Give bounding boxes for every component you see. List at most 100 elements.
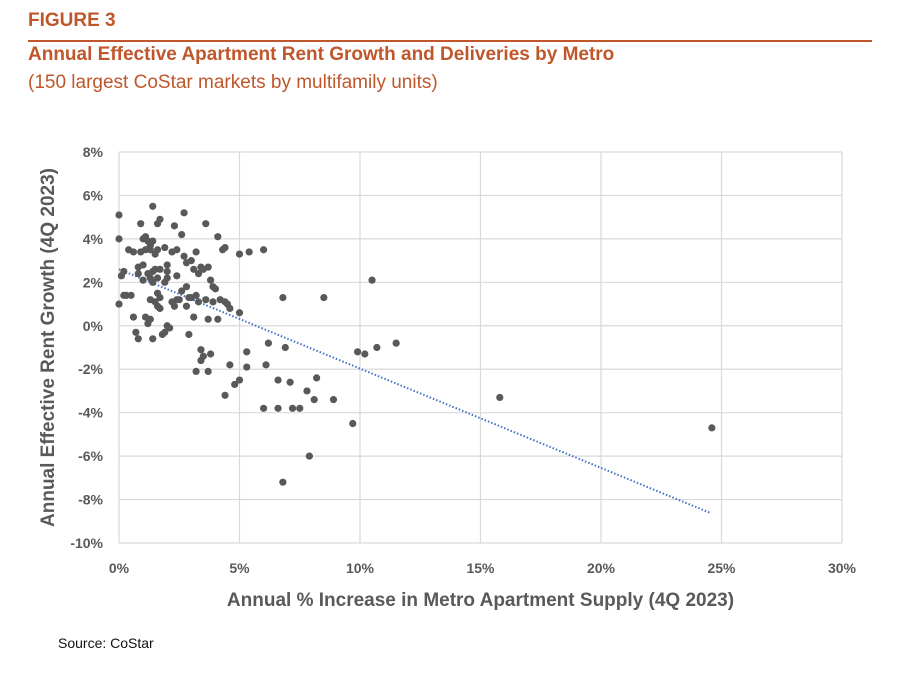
- data-point: [137, 220, 145, 228]
- data-point: [163, 261, 171, 269]
- trendline: [118, 268, 710, 514]
- x-tick-label: 10%: [346, 560, 375, 576]
- y-tick-label: 8%: [83, 144, 104, 160]
- y-tick-label: 2%: [83, 274, 104, 290]
- data-point: [226, 361, 234, 369]
- chart-subtitle: (150 largest CoStar markets by multifami…: [28, 72, 438, 93]
- y-axis-title: Annual Effective Rent Growth (4Q 2023): [38, 168, 59, 527]
- data-point: [211, 285, 219, 293]
- data-point: [214, 315, 222, 323]
- data-point: [190, 265, 198, 273]
- data-point: [373, 343, 381, 352]
- data-point: [153, 246, 162, 254]
- data-point: [149, 202, 157, 210]
- data-point: [115, 300, 123, 308]
- title-divider: [28, 40, 872, 42]
- data-point: [194, 270, 203, 278]
- data-point: [197, 346, 205, 354]
- x-axis-title: Annual % Increase in Metro Apartment Sup…: [227, 590, 734, 611]
- data-point: [156, 265, 164, 273]
- data-point: [139, 261, 147, 269]
- chart-title: Annual Effective Apartment Rent Growth a…: [28, 44, 615, 65]
- figure-label: FIGURE 3: [28, 10, 116, 31]
- x-tick-label: 15%: [466, 560, 495, 576]
- data-point: [235, 376, 244, 384]
- data-point: [204, 367, 212, 375]
- data-point: [281, 343, 289, 352]
- data-point: [170, 222, 179, 230]
- data-point: [146, 246, 154, 254]
- data-point: [221, 391, 229, 399]
- data-point: [120, 291, 128, 299]
- data-point: [245, 248, 253, 256]
- data-point: [149, 237, 157, 245]
- x-tick-label: 5%: [229, 560, 250, 576]
- y-tick-label: 4%: [83, 231, 104, 247]
- data-point: [163, 274, 171, 282]
- y-tick-label: 0%: [83, 318, 104, 334]
- data-point: [166, 324, 174, 332]
- data-point: [260, 404, 268, 412]
- data-point: [180, 209, 188, 217]
- data-point: [262, 361, 270, 369]
- data-point: [274, 376, 282, 384]
- data-point: [235, 250, 244, 258]
- data-point: [149, 335, 157, 343]
- data-point: [173, 272, 181, 280]
- data-point: [204, 263, 212, 271]
- data-point: [129, 248, 138, 256]
- data-point: [288, 404, 297, 412]
- data-point: [303, 387, 311, 395]
- data-point: [161, 243, 169, 252]
- data-point: [153, 274, 162, 282]
- data-point: [156, 215, 164, 223]
- x-tick-label: 25%: [707, 560, 736, 576]
- data-point: [206, 276, 215, 284]
- y-tick-label: -8%: [78, 492, 103, 508]
- data-point: [243, 363, 251, 371]
- data-point: [368, 276, 376, 284]
- data-point: [132, 328, 140, 336]
- data-point: [156, 304, 164, 312]
- data-point: [204, 315, 212, 323]
- data-point: [243, 348, 251, 356]
- x-tick-label: 30%: [828, 560, 857, 576]
- data-point: [182, 302, 191, 310]
- data-point: [353, 348, 362, 356]
- data-point: [194, 298, 203, 306]
- data-point: [190, 313, 198, 321]
- data-point: [170, 302, 179, 310]
- data-point: [156, 293, 164, 302]
- data-point: [279, 293, 287, 302]
- data-point: [192, 291, 200, 299]
- data-point: [264, 339, 273, 347]
- data-point: [305, 452, 313, 460]
- data-point: [310, 396, 318, 404]
- y-tick-label: 6%: [83, 187, 104, 203]
- data-point: [163, 267, 171, 276]
- data-point: [206, 350, 215, 358]
- data-point: [175, 296, 183, 304]
- data-point: [202, 296, 210, 304]
- data-point: [139, 276, 147, 284]
- data-point: [260, 246, 268, 254]
- gridlines: [118, 151, 843, 544]
- data-point: [226, 304, 234, 312]
- data-point: [185, 330, 193, 339]
- data-point: [134, 335, 142, 343]
- x-tick-labels: 0% 5% 10% 15% 20% 25% 30%: [109, 560, 857, 576]
- data-point: [361, 350, 369, 358]
- data-point: [115, 211, 123, 219]
- data-point: [209, 298, 217, 306]
- data-point: [180, 252, 188, 260]
- data-point: [320, 293, 328, 302]
- data-point: [231, 380, 239, 389]
- data-point: [178, 287, 186, 295]
- data-point: [178, 230, 186, 239]
- data-point: [146, 315, 154, 323]
- data-point: [199, 352, 207, 360]
- data-point: [214, 233, 222, 241]
- data-point: [313, 374, 321, 382]
- data-point: [392, 339, 400, 347]
